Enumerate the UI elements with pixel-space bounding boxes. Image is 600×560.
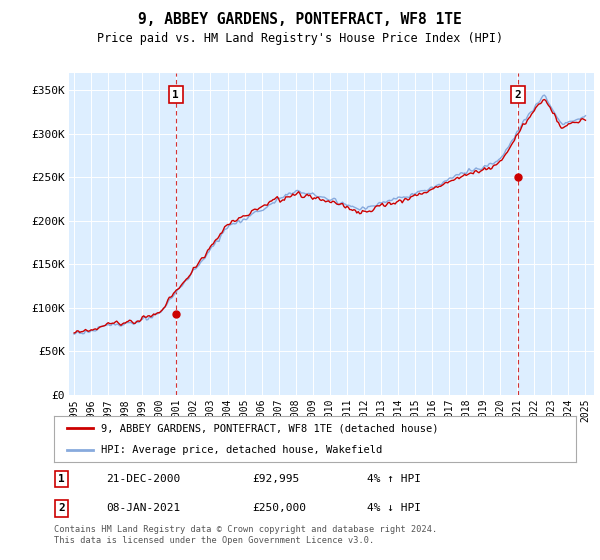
Text: 4% ↓ HPI: 4% ↓ HPI — [367, 503, 421, 514]
Text: 9, ABBEY GARDENS, PONTEFRACT, WF8 1TE: 9, ABBEY GARDENS, PONTEFRACT, WF8 1TE — [138, 12, 462, 27]
Text: Price paid vs. HM Land Registry's House Price Index (HPI): Price paid vs. HM Land Registry's House … — [97, 32, 503, 45]
Text: £92,995: £92,995 — [253, 474, 299, 484]
Text: 2: 2 — [514, 90, 521, 100]
Text: 1: 1 — [58, 474, 65, 484]
Text: Contains HM Land Registry data © Crown copyright and database right 2024.
This d: Contains HM Land Registry data © Crown c… — [54, 525, 437, 545]
Text: 2: 2 — [58, 503, 65, 514]
Text: 9, ABBEY GARDENS, PONTEFRACT, WF8 1TE (detached house): 9, ABBEY GARDENS, PONTEFRACT, WF8 1TE (d… — [101, 423, 439, 433]
Text: HPI: Average price, detached house, Wakefield: HPI: Average price, detached house, Wake… — [101, 445, 382, 455]
Text: 1: 1 — [172, 90, 179, 100]
Text: £250,000: £250,000 — [253, 503, 307, 514]
Text: 21-DEC-2000: 21-DEC-2000 — [106, 474, 181, 484]
Text: 4% ↑ HPI: 4% ↑ HPI — [367, 474, 421, 484]
Text: 08-JAN-2021: 08-JAN-2021 — [106, 503, 181, 514]
